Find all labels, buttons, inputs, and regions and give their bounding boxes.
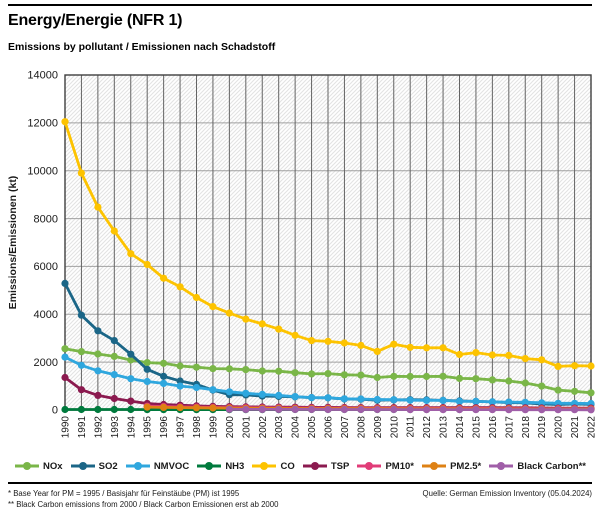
legend-item-nmvoc: NMVOC: [125, 461, 189, 472]
legend-label: NOx: [43, 460, 63, 472]
svg-text:2014: 2014: [455, 416, 466, 439]
svg-text:2022: 2022: [587, 416, 598, 439]
legend-item-pm2-5: PM2.5*: [421, 461, 481, 472]
svg-text:2006: 2006: [324, 416, 335, 439]
footnote-black-carbon: ** Black Carbon emissions from 2000 / Bl…: [8, 500, 279, 510]
chart-legend: NOx SO2 NMVOC NH3 CO TSP PM10* PM2.5* Black Carb…: [0, 454, 600, 478]
svg-text:1995: 1995: [143, 416, 154, 439]
legend-item-black-carbon: Black Carbon**: [488, 461, 586, 472]
legend-marker-icon: [357, 462, 382, 470]
legend-item-nox: NOx: [14, 461, 63, 472]
legend-label: CO: [280, 460, 295, 472]
svg-text:2001: 2001: [241, 416, 252, 439]
legend-item-co: CO: [251, 460, 295, 472]
svg-text:2003: 2003: [274, 416, 285, 439]
svg-text:2021: 2021: [570, 416, 581, 439]
footnote-area: * Base Year for PM = 1995 / Basisjahr fü…: [8, 488, 592, 511]
svg-text:2000: 2000: [225, 416, 236, 439]
legend-item-so2: SO2: [70, 461, 118, 472]
svg-text:1994: 1994: [126, 416, 137, 439]
svg-text:1991: 1991: [77, 416, 88, 439]
svg-text:2002: 2002: [258, 416, 269, 439]
source-note: Quelle: German Emission Inventory (05.04…: [422, 489, 592, 498]
svg-text:1998: 1998: [192, 416, 203, 439]
svg-text:4000: 4000: [34, 309, 58, 321]
svg-text:2009: 2009: [373, 416, 384, 439]
svg-text:2007: 2007: [340, 416, 351, 439]
legend-label: Black Carbon**: [517, 460, 586, 472]
svg-text:1992: 1992: [93, 416, 104, 439]
legend-marker-icon: [15, 462, 39, 470]
legend-label: NH3: [225, 460, 245, 472]
legend-marker-icon: [489, 462, 514, 470]
svg-text:10000: 10000: [27, 165, 58, 177]
svg-text:1996: 1996: [159, 416, 170, 439]
svg-text:2020: 2020: [554, 416, 565, 439]
legend-item-tsp: TSP: [302, 461, 349, 472]
svg-text:2011: 2011: [406, 416, 417, 438]
svg-text:2004: 2004: [291, 416, 302, 439]
legend-label: TSP: [330, 460, 350, 472]
footnote-base-year: * Base Year for PM = 1995 / Basisjahr fü…: [8, 489, 240, 498]
svg-text:2005: 2005: [307, 416, 318, 439]
svg-text:6000: 6000: [34, 261, 58, 273]
chart-canvas: 0 2000 4000 6000 8000 10000 12000 14000 1990 1991…: [7, 70, 598, 439]
svg-text:2008: 2008: [356, 416, 367, 439]
legend-label: PM10*: [385, 460, 414, 472]
svg-text:2000: 2000: [34, 357, 58, 369]
legend-label: SO2: [98, 460, 118, 472]
svg-text:2013: 2013: [439, 416, 450, 439]
svg-text:1999: 1999: [208, 416, 219, 439]
legend-label: NMVOC: [153, 460, 190, 472]
svg-text:12000: 12000: [27, 118, 58, 130]
svg-text:14000: 14000: [27, 70, 58, 82]
legend-label: PM2.5*: [450, 460, 482, 472]
chart-subtitle: Emissions by pollutant / Emissionen nach…: [8, 41, 276, 53]
svg-text:2012: 2012: [422, 416, 433, 439]
svg-text:2016: 2016: [488, 416, 499, 439]
legend-marker-icon: [422, 462, 447, 470]
legend-marker-icon: [252, 462, 277, 470]
svg-text:2015: 2015: [471, 416, 482, 439]
emissions-line-chart: 0 2000 4000 6000 8000 10000 12000 14000 1990 1991…: [0, 58, 600, 450]
legend-marker-icon: [125, 462, 150, 470]
legend-item-nh3: NH3: [196, 461, 244, 472]
legend-marker-icon: [302, 462, 327, 470]
svg-text:1993: 1993: [110, 416, 121, 439]
svg-text:1997: 1997: [176, 416, 187, 439]
top-divider: [8, 4, 592, 6]
page-title: Energy/Energie (NFR 1): [8, 12, 183, 29]
svg-text:2018: 2018: [521, 416, 532, 439]
svg-text:2019: 2019: [537, 416, 548, 439]
legend-item-pm10: PM10*: [356, 461, 414, 472]
svg-text:1990: 1990: [61, 416, 72, 439]
svg-text:0: 0: [52, 405, 58, 417]
svg-text:Emissions/Emissionen (kt): Emissions/Emissionen (kt): [7, 176, 19, 310]
svg-text:2010: 2010: [389, 416, 400, 439]
svg-text:8000: 8000: [34, 213, 58, 225]
bottom-divider: [8, 482, 592, 484]
legend-marker-icon: [70, 462, 95, 470]
svg-text:2017: 2017: [504, 416, 515, 439]
legend-marker-icon: [197, 462, 222, 470]
